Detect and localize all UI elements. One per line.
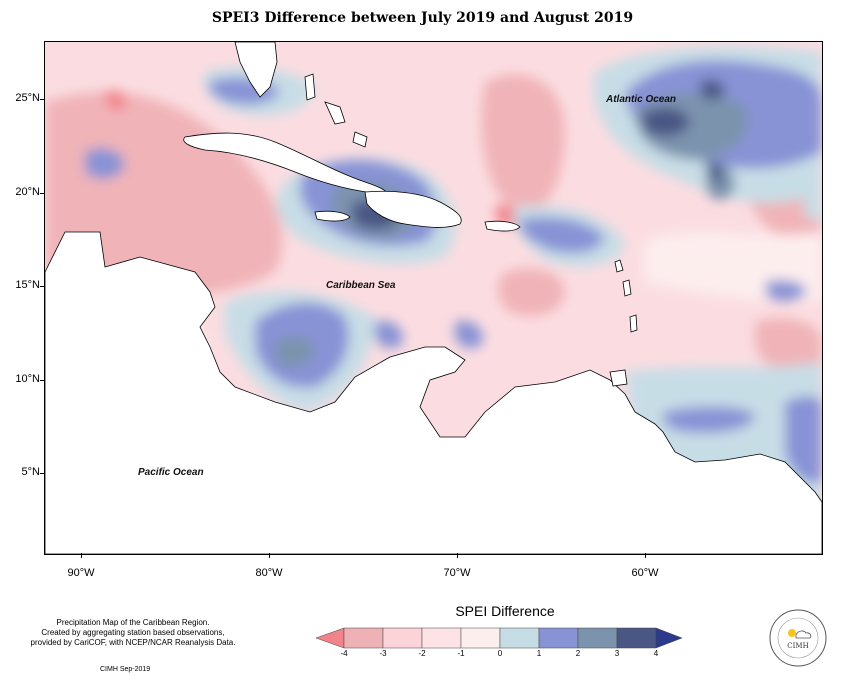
legend-tick-label: -1 — [457, 649, 465, 658]
legend-tick-label: 2 — [575, 649, 581, 658]
lat-tick — [40, 473, 45, 474]
lat-tick — [40, 99, 45, 100]
land-outline — [45, 42, 822, 554]
cimh-logo: CIMH — [769, 609, 827, 667]
legend-tick-label: 3 — [614, 649, 620, 658]
legend-swatch — [421, 627, 462, 649]
map-panel — [44, 41, 823, 555]
lat-tick — [40, 193, 45, 194]
description-line: Created by aggregating station based obs… — [41, 628, 225, 637]
lon-label-70w: 70°W — [443, 567, 471, 579]
lon-tick — [269, 553, 270, 558]
legend-tick-label: 4 — [653, 649, 659, 658]
legend-tick-label: -3 — [379, 649, 387, 658]
lat-label-10n: 10°N — [15, 373, 40, 385]
legend-tick-label: 1 — [536, 649, 542, 658]
lat-tick — [40, 286, 45, 287]
map-title: SPEI3 Difference between July 2019 and A… — [211, 10, 634, 26]
lat-tick — [40, 380, 45, 381]
lon-label-60w: 60°W — [631, 567, 659, 579]
pacific-ocean-label: Pacific Ocean — [138, 467, 204, 478]
legend-colorbar — [316, 627, 682, 649]
spei-map — [45, 42, 822, 554]
lat-label-25n: 25°N — [15, 92, 40, 104]
legend-title: SPEI Difference — [455, 603, 555, 619]
credit-text: CIMH Sep-2019 — [100, 666, 151, 673]
legend-swatch — [577, 627, 618, 649]
spei-contours — [45, 46, 822, 554]
lon-label-90w: 90°W — [67, 567, 95, 579]
lat-label-15n: 15°N — [15, 279, 40, 291]
description-line: Precipitation Map of the Caribbean Regio… — [56, 618, 210, 627]
lat-label-5n: 5°N — [21, 466, 40, 478]
legend-swatch — [499, 627, 540, 649]
lon-tick — [457, 553, 458, 558]
sun-icon — [788, 629, 796, 637]
lon-tick — [645, 553, 646, 558]
caribbean-sea-label: Caribbean Sea — [326, 280, 396, 291]
legend-tick-label: -4 — [340, 649, 348, 658]
description-line: provided by CariCOF, with NCEP/NCAR Rean… — [30, 638, 236, 647]
legend-swatch — [655, 627, 682, 649]
cloud-icon — [795, 630, 812, 639]
lon-label-80w: 80°W — [255, 567, 283, 579]
lon-tick — [81, 553, 82, 558]
legend-swatch — [616, 627, 657, 649]
legend-tick-label: 0 — [497, 649, 503, 658]
legend-tick-label: -2 — [418, 649, 426, 658]
map-description: Precipitation Map of the Caribbean Regio… — [8, 618, 258, 648]
legend-swatch — [343, 627, 384, 649]
legend-swatch — [316, 627, 345, 649]
logo-text: CIMH — [787, 642, 808, 650]
legend-swatch — [460, 627, 501, 649]
legend-swatch — [382, 627, 423, 649]
atlantic-ocean-label: Atlantic Ocean — [606, 94, 677, 105]
lat-label-20n: 20°N — [15, 186, 40, 198]
legend-swatch — [538, 627, 579, 649]
